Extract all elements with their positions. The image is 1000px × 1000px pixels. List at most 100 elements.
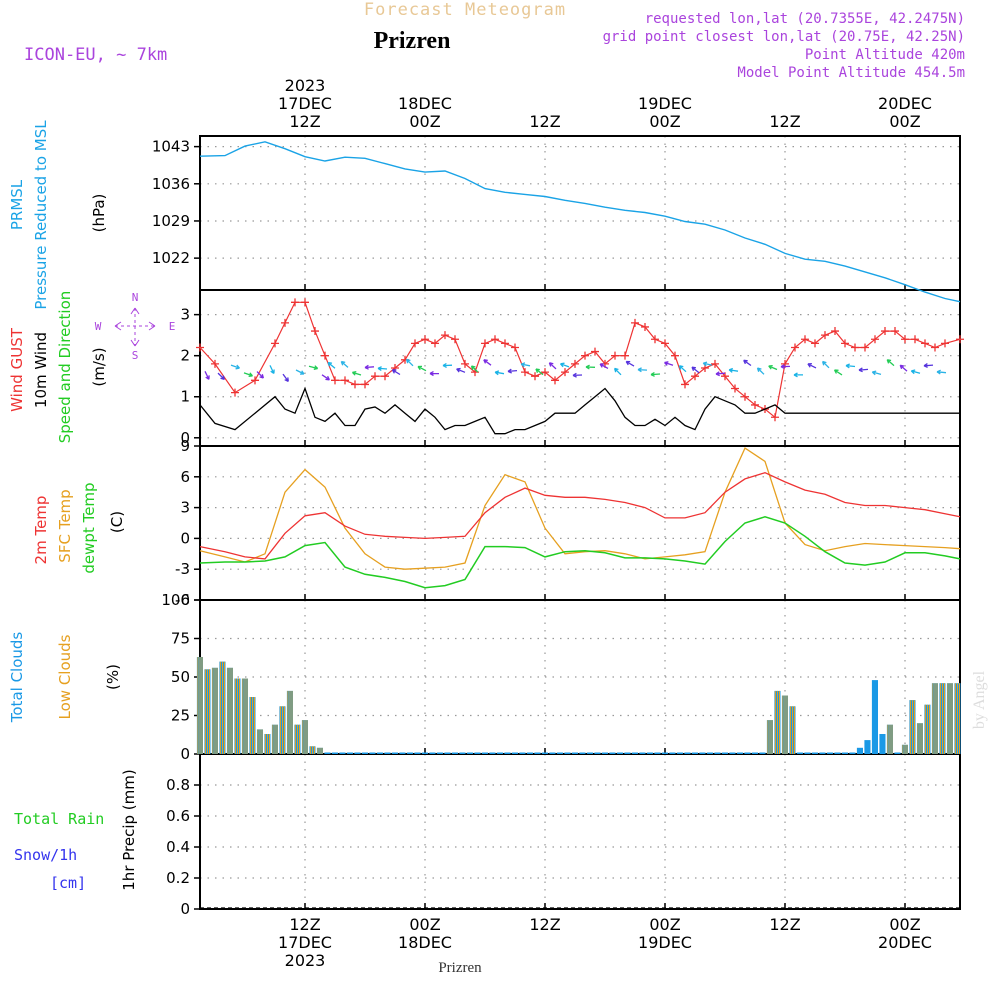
wind-direction-arrow — [858, 367, 869, 373]
wind-direction-arrow — [483, 359, 492, 366]
low-cloud-bar — [917, 723, 919, 754]
low-cloud-bar — [942, 683, 943, 754]
low-cloud-bar — [769, 720, 771, 754]
low-cloud-bar — [936, 683, 938, 754]
ylabel-percent: (%) — [104, 664, 122, 690]
low-cloud-bar — [934, 683, 936, 754]
total-cloud-bar — [826, 752, 833, 754]
bottom-time-label: 00Z — [889, 915, 920, 934]
low-cloud-bar — [252, 697, 253, 754]
total-cloud-bar — [624, 752, 631, 754]
ylabel-precip: 1hr Precip (mm) — [120, 769, 138, 890]
ytick-label: 1022 — [152, 249, 190, 267]
wind-direction-arrow — [910, 369, 921, 375]
model-label: ICON-EU, ~ 7km — [24, 45, 167, 65]
gust-marker — [791, 343, 799, 352]
ylabel-sfc-temp: SFC Temp — [56, 489, 74, 562]
gust-marker — [831, 327, 839, 336]
panel-temperature: -6 -3 0 3 6 9 — [175, 437, 961, 609]
wind-direction-arrow — [650, 371, 661, 377]
total-cloud-bar — [669, 752, 676, 754]
wind-direction-arrow — [429, 371, 440, 377]
wind-direction-arrow — [768, 364, 778, 371]
low-cloud-bar — [782, 695, 784, 754]
ylabel-dewpt-temp: dewpt Temp — [80, 482, 98, 573]
total-cloud-bar — [849, 752, 856, 754]
low-cloud-bar — [304, 720, 306, 754]
total-cloud-bar — [751, 752, 758, 754]
ytick-label: 0.6 — [166, 807, 190, 825]
total-cloud-bar — [361, 752, 368, 754]
bottom-time-label: 2023 — [285, 951, 326, 970]
gust-marker — [501, 339, 509, 348]
low-cloud-bar — [257, 729, 259, 754]
ylabel-total-clouds: Total Clouds — [8, 632, 26, 724]
low-cloud-bar — [939, 683, 941, 754]
legend-cm: [cm] — [50, 874, 86, 892]
gust-marker — [751, 400, 759, 409]
low-cloud-bar — [284, 706, 285, 754]
low-cloud-bar — [919, 723, 921, 754]
low-cloud-bar — [261, 729, 263, 754]
total-cloud-bar — [856, 747, 863, 754]
gust-marker — [841, 339, 849, 348]
ylabel-pressure: Pressure Reduced to MSL — [32, 120, 50, 310]
total-cloud-bar — [691, 752, 698, 754]
wind-direction-arrow — [535, 368, 544, 376]
ytick-label: -6 — [175, 591, 190, 609]
model-altitude: Model Point Altitude 454.5m — [737, 65, 965, 81]
gust-line — [199, 301, 961, 419]
low-cloud-bar — [297, 724, 298, 754]
ylabel-low-clouds: Low Clouds — [56, 634, 74, 719]
low-cloud-bar — [957, 683, 958, 754]
wind-direction-arrow — [743, 359, 752, 367]
gust-marker — [671, 351, 679, 360]
low-cloud-bar — [889, 724, 891, 754]
low-cloud-bar — [201, 657, 203, 754]
gust-marker — [301, 298, 309, 307]
gust-marker — [941, 339, 949, 348]
top-time-label: 17DEC — [278, 94, 332, 113]
wind-direction-arrow — [204, 371, 210, 380]
low-cloud-bar — [207, 669, 208, 754]
total-cloud-bar — [729, 752, 736, 754]
panel-precip: 0 0.2 0.4 0.6 0.8 — [166, 753, 961, 918]
wind-direction-arrow — [308, 365, 319, 371]
ylabel-prmsl: PRMSL — [8, 179, 26, 230]
legend-total-rain: Total Rain — [14, 810, 104, 828]
watermark: by Angel — [971, 670, 988, 729]
low-cloud-bar — [212, 667, 214, 754]
wind-direction-arrow — [572, 372, 583, 378]
total-cloud-bar — [391, 752, 398, 754]
wind-speed-line — [199, 386, 960, 435]
ytick-label: -3 — [175, 560, 190, 578]
low-cloud-bar — [309, 746, 311, 754]
low-cloud-bar — [291, 690, 293, 754]
gust-marker — [231, 388, 239, 397]
top-time-label: 19DEC — [638, 94, 692, 113]
top-time-label: 18DEC — [398, 94, 452, 113]
ytick-label: 6 — [180, 468, 190, 486]
wind-direction-arrow — [456, 367, 466, 373]
gust-marker — [371, 372, 379, 381]
low-cloud-bar — [229, 667, 231, 754]
wind-direction-arrow — [678, 365, 687, 373]
ylabel-wind-gust: Wind GUST — [8, 327, 26, 412]
gust-marker — [341, 376, 349, 385]
gust-marker — [331, 376, 339, 385]
total-cloud-bar — [489, 752, 496, 754]
pressure-series — [199, 141, 961, 303]
gust-marker — [521, 368, 529, 377]
wind-direction-arrow — [923, 363, 934, 368]
low-cloud-bar — [204, 669, 206, 754]
wind-direction-arrow — [351, 370, 362, 376]
total-cloud-bar — [699, 752, 706, 754]
low-cloud-bar — [264, 734, 266, 754]
wind-direction-arrow — [756, 367, 765, 375]
low-cloud-bar — [274, 724, 276, 754]
total-cloud-bar — [406, 752, 413, 754]
wind-direction-arrow — [442, 362, 453, 368]
total-cloud-bar — [841, 752, 848, 754]
low-cloud-bar — [777, 690, 778, 754]
